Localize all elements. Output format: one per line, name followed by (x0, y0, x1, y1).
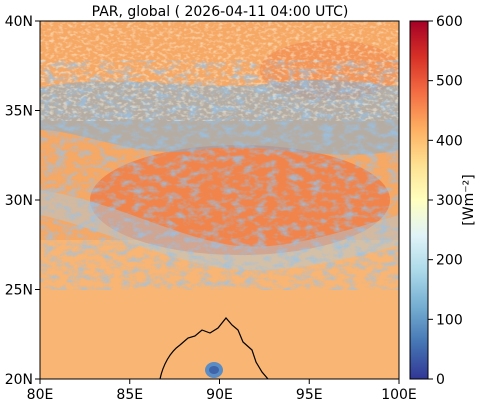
lat-tick-label: 35N (5, 104, 33, 120)
lat-tick-label: 20N (5, 372, 33, 388)
colorbar-label: [Wm⁻²] (461, 174, 477, 225)
lon-tick-label: 100E (381, 387, 417, 403)
colorbar-scale (409, 20, 429, 380)
southern-cloud-core (209, 366, 219, 374)
clear-sky-specks (40, 21, 399, 121)
colorbar: 0 100 200 300 400 500 600 [Wm⁻²] (409, 14, 477, 388)
coastline (159, 317, 269, 379)
colorbar-ticks: 0 100 200 300 400 500 600 (428, 14, 463, 388)
colorbar-tick-label: 600 (436, 14, 463, 30)
colorbar-tick-label: 500 (436, 74, 463, 90)
lat-tick-label: 30N (5, 193, 33, 209)
map-title: PAR, global ( 2026-04-11 04:00 UTC) (92, 4, 349, 20)
lon-tick-label: 90E (206, 387, 233, 403)
lat-tick-label: 40N (5, 14, 33, 30)
longitude-axis: 80E 85E 90E 95E 100E (27, 379, 417, 403)
colorbar-tick-label: 300 (436, 193, 463, 209)
lon-tick-label: 85E (116, 387, 143, 403)
lat-tick-label: 25N (5, 283, 33, 299)
colorbar-tick-label: 200 (436, 253, 463, 269)
colorbar-tick-label: 100 (436, 312, 463, 328)
lon-tick-label: 80E (27, 387, 54, 403)
lon-tick-label: 95E (296, 387, 323, 403)
map-area (40, 21, 399, 379)
colorbar-tick-label: 0 (436, 372, 445, 388)
latitude-axis: 20N 25N 30N 35N 40N (5, 14, 40, 388)
colorbar-tick-label: 400 (436, 133, 463, 149)
